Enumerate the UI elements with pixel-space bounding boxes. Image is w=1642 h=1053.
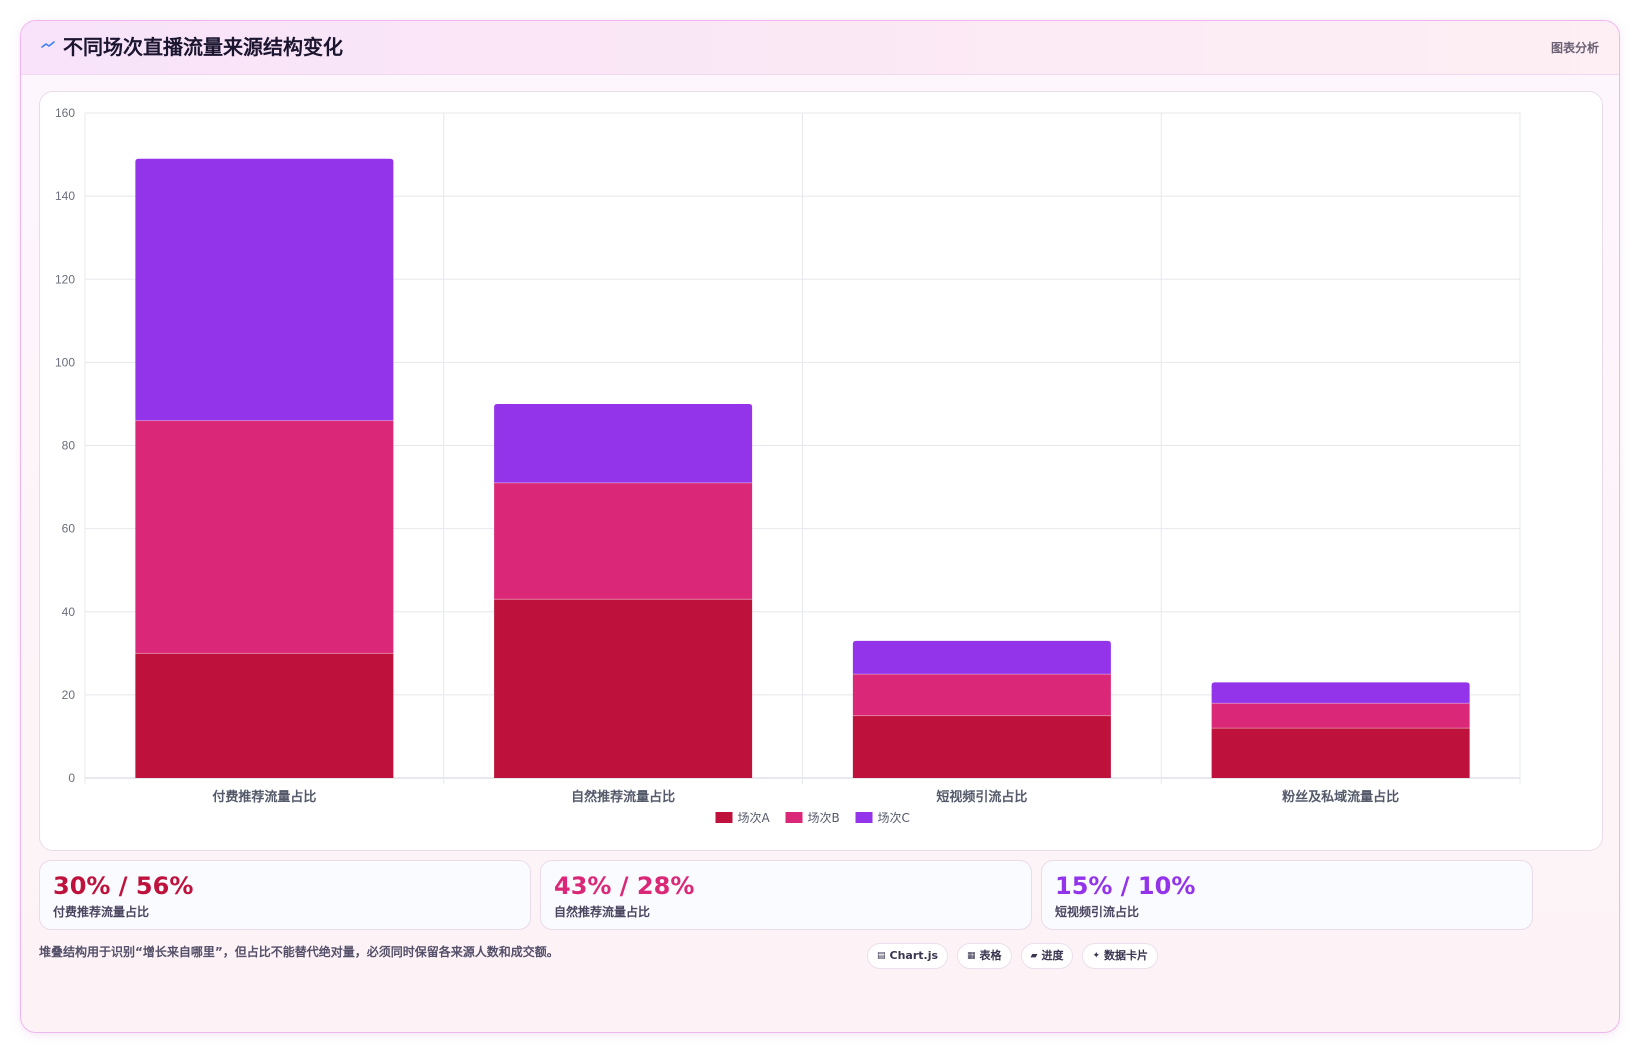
y-tick-label: 100 (55, 355, 75, 369)
stat-value: 43% / 28% (554, 872, 695, 900)
badge-data-card[interactable]: ✦ 数据卡片 (1082, 943, 1159, 969)
tech-badges: ▤ Chart.js ▦ 表格 ▰ 进度 ✦ 数据卡片 (867, 943, 1159, 969)
stat-value: 30% / 56% (53, 872, 194, 900)
bar-segment[interactable] (1211, 728, 1470, 778)
chart-icon: ▤ (877, 951, 886, 961)
badge-label: Chart.js (889, 949, 939, 962)
badge-chartjs[interactable]: ▤ Chart.js (867, 943, 949, 969)
stat-value: 15% / 10% (1055, 872, 1196, 900)
legend-label[interactable]: 场次B (808, 811, 840, 825)
stat-label: 短视频引流占比 (1055, 905, 1140, 919)
bar-segment[interactable] (852, 674, 1111, 716)
sparkle-icon: ✦ (1092, 951, 1101, 961)
badge-label: 进度 (1041, 949, 1064, 962)
bar-segment[interactable] (1211, 682, 1470, 704)
progress-icon: ▰ (1030, 951, 1038, 961)
bar-segment[interactable] (494, 403, 753, 483)
y-tick-label: 160 (55, 106, 75, 120)
stacked-bar-chart: 0 20 40 60 80 100 120 140 160 付费推荐流量占比 自然推荐流量占比 短视频… (55, 106, 1521, 825)
badge-table[interactable]: ▦ 表格 (957, 943, 1012, 969)
y-tick-label: 80 (62, 439, 76, 453)
bar-segment[interactable] (494, 482, 753, 600)
badge-label: 数据卡片 (1104, 949, 1149, 962)
bar-segment[interactable] (494, 599, 753, 778)
stat-card-paid: 30% / 56% 付费推荐流量占比 (39, 860, 531, 930)
bar-segment[interactable] (1211, 703, 1470, 729)
chart-legend: 场次A 场次B 场次C (715, 811, 910, 825)
bar-segment[interactable] (135, 420, 394, 654)
x-tick-label: 自然推荐流量占比 (571, 789, 675, 805)
stat-card-natural: 43% / 28% 自然推荐流量占比 (540, 860, 1032, 930)
legend-label[interactable]: 场次C (878, 811, 910, 825)
chart-panel: 0 20 40 60 80 100 120 140 160 付费推荐流量占比 自然推荐流量占比 短视频… (39, 91, 1603, 851)
bar-segment[interactable] (852, 715, 1111, 778)
stat-label: 付费推荐流量占比 (53, 905, 150, 919)
badge-progress[interactable]: ▰ 进度 (1020, 943, 1074, 969)
legend-swatch[interactable] (785, 812, 803, 823)
y-tick-label: 0 (68, 771, 75, 785)
badge-label: 表格 (979, 949, 1002, 962)
legend-label[interactable]: 场次A (738, 811, 771, 825)
legend-swatch[interactable] (855, 812, 873, 823)
table-icon: ▦ (967, 951, 976, 961)
bar-segment[interactable] (135, 653, 394, 778)
page-title: 不同场次直播流量来源结构变化 (63, 35, 343, 59)
y-tick-label: 140 (55, 189, 75, 203)
card-header: 不同场次直播流量来源结构变化 图表分析 (21, 21, 1619, 75)
y-tick-label: 60 (62, 522, 76, 536)
chart-analysis-label: 图表分析 (1550, 41, 1599, 55)
x-tick-label: 付费推荐流量占比 (212, 789, 316, 805)
y-tick-label: 120 (55, 272, 75, 286)
y-tick-label: 40 (62, 605, 76, 619)
chart-card: 不同场次直播流量来源结构变化 图表分析 0 20 40 60 80 100 120 140 16… (20, 20, 1620, 1033)
bar-layer (135, 158, 1470, 778)
legend-swatch[interactable] (715, 812, 733, 823)
bar-segment[interactable] (852, 640, 1111, 675)
axis-layer: 0 20 40 60 80 100 120 140 160 付费推荐流量占比 自然推荐流量占比 短视频… (55, 106, 1399, 805)
y-tick-label: 20 (62, 688, 76, 702)
footnote: 堆叠结构用于识别“增长来自哪里”，但占比不能替代绝对量，必须同时保留各来源人数和… (39, 945, 559, 959)
bar-segment[interactable] (135, 158, 394, 421)
stat-label: 自然推荐流量占比 (554, 905, 651, 919)
stat-card-short-video: 15% / 10% 短视频引流占比 (1041, 860, 1533, 930)
x-tick-label: 粉丝及私域流量占比 (1282, 789, 1399, 805)
line-wave-icon (41, 41, 55, 48)
x-tick-label: 短视频引流占比 (936, 789, 1027, 805)
